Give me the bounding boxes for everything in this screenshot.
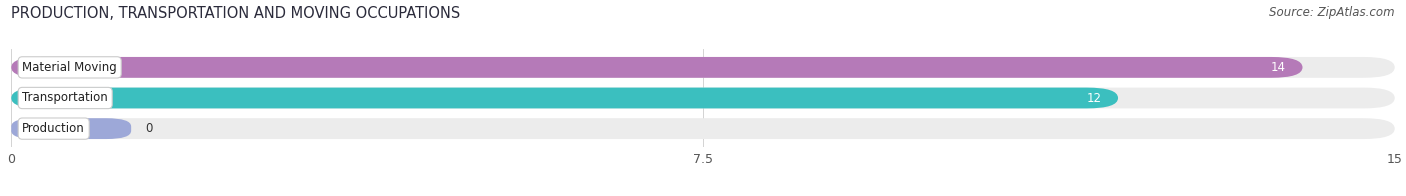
Text: Source: ZipAtlas.com: Source: ZipAtlas.com <box>1270 6 1395 19</box>
Text: Transportation: Transportation <box>22 92 108 104</box>
Text: 12: 12 <box>1087 92 1101 104</box>
Text: PRODUCTION, TRANSPORTATION AND MOVING OCCUPATIONS: PRODUCTION, TRANSPORTATION AND MOVING OC… <box>11 6 461 21</box>
Text: 14: 14 <box>1271 61 1286 74</box>
Text: Material Moving: Material Moving <box>22 61 117 74</box>
FancyBboxPatch shape <box>11 88 1118 108</box>
FancyBboxPatch shape <box>11 118 131 139</box>
FancyBboxPatch shape <box>11 57 1302 78</box>
Text: Production: Production <box>22 122 86 135</box>
Text: 0: 0 <box>145 122 152 135</box>
FancyBboxPatch shape <box>11 118 1395 139</box>
FancyBboxPatch shape <box>11 57 1395 78</box>
FancyBboxPatch shape <box>11 88 1395 108</box>
